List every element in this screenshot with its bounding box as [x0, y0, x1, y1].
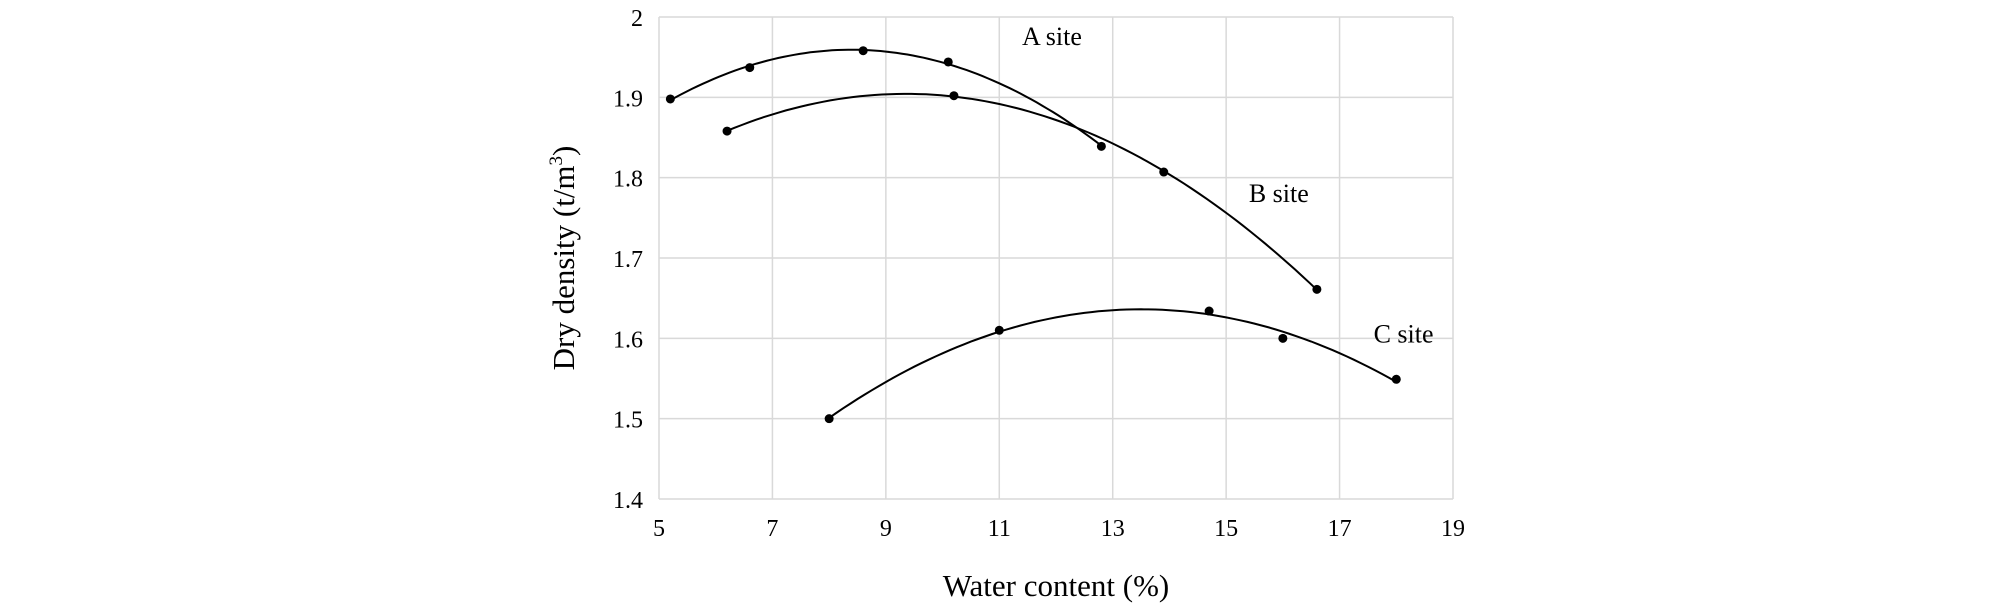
y-tick-label: 1.6	[613, 327, 643, 353]
x-tick-label: 7	[766, 516, 778, 542]
data-point	[745, 63, 755, 73]
series-group: A site B site C site	[665, 22, 1434, 424]
data-point	[1312, 284, 1322, 294]
data-point	[1278, 333, 1288, 343]
data-point	[949, 91, 959, 101]
series-label: C site	[1374, 319, 1434, 348]
trendline	[726, 92, 1318, 291]
x-tick-label: 15	[1214, 516, 1238, 542]
data-point	[858, 46, 868, 56]
x-tick-label: 17	[1328, 516, 1352, 542]
x-tick-label: 5	[653, 516, 665, 542]
data-point	[665, 94, 675, 104]
series-a-site: A site	[665, 22, 1106, 151]
y-tick-label: 1.7	[613, 247, 643, 273]
y-tick-label: 1.9	[613, 86, 643, 112]
tick-labels: 1.4 1.5 1.6 1.7 1.8 1.9 2 5 7 9 11 13 15 17 19	[613, 6, 1465, 542]
data-point	[1204, 306, 1214, 316]
data-point	[824, 414, 834, 424]
y-axis-title: Dry density (t/m3)	[546, 146, 581, 371]
data-point	[943, 57, 953, 67]
trendline	[828, 308, 1397, 419]
data-point	[722, 126, 732, 136]
x-axis-title: Water content (%)	[943, 568, 1169, 603]
y-tick-label: 1.4	[613, 488, 643, 514]
data-point	[1096, 141, 1106, 151]
series-c-site: C site	[824, 306, 1434, 424]
data-point	[994, 325, 1004, 335]
x-tick-label: 9	[880, 516, 892, 542]
data-point	[1159, 167, 1169, 177]
series-label: A site	[1022, 22, 1082, 51]
series-label: B site	[1249, 179, 1309, 208]
grid	[658, 16, 1454, 500]
trendline	[669, 48, 1103, 147]
series-b-site: B site	[722, 91, 1322, 294]
x-tick-label: 11	[988, 516, 1011, 542]
y-tick-label: 2	[631, 6, 643, 32]
data-point	[1391, 374, 1401, 384]
y-tick-label: 1.5	[613, 408, 643, 434]
x-tick-label: 13	[1101, 516, 1125, 542]
y-tick-label: 1.8	[613, 167, 643, 193]
x-tick-label: 19	[1441, 516, 1465, 542]
